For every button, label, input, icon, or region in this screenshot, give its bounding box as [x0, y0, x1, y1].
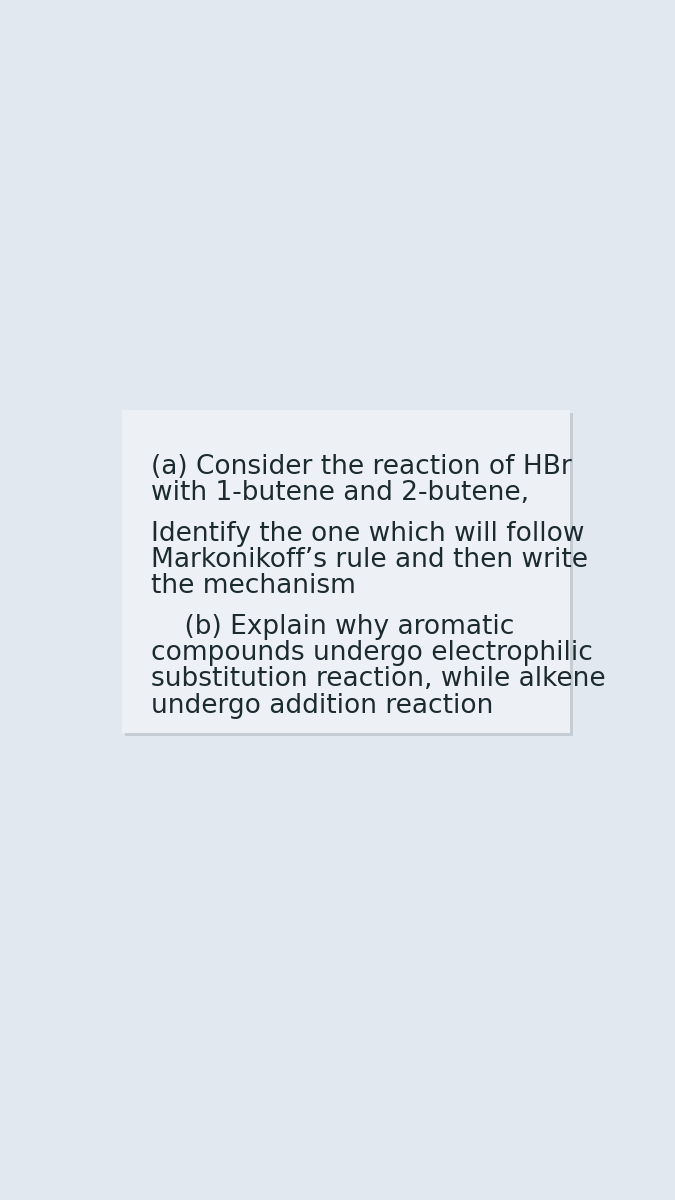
Text: (a) Consider the reaction of HBr: (a) Consider the reaction of HBr	[151, 455, 572, 480]
Text: substitution reaction, while alkene: substitution reaction, while alkene	[151, 666, 605, 692]
Text: Identify the one which will follow: Identify the one which will follow	[151, 521, 585, 547]
Text: compounds undergo electrophilic: compounds undergo electrophilic	[151, 640, 593, 666]
FancyBboxPatch shape	[122, 409, 570, 733]
FancyBboxPatch shape	[125, 413, 573, 736]
Text: Markonikoff’s rule and then write: Markonikoff’s rule and then write	[151, 547, 588, 574]
Text: with 1-butene and 2-butene,: with 1-butene and 2-butene,	[151, 480, 529, 506]
Text: (b) Explain why aromatic: (b) Explain why aromatic	[151, 614, 514, 640]
Text: the mechanism: the mechanism	[151, 574, 356, 600]
Text: undergo addition reaction: undergo addition reaction	[151, 692, 493, 719]
